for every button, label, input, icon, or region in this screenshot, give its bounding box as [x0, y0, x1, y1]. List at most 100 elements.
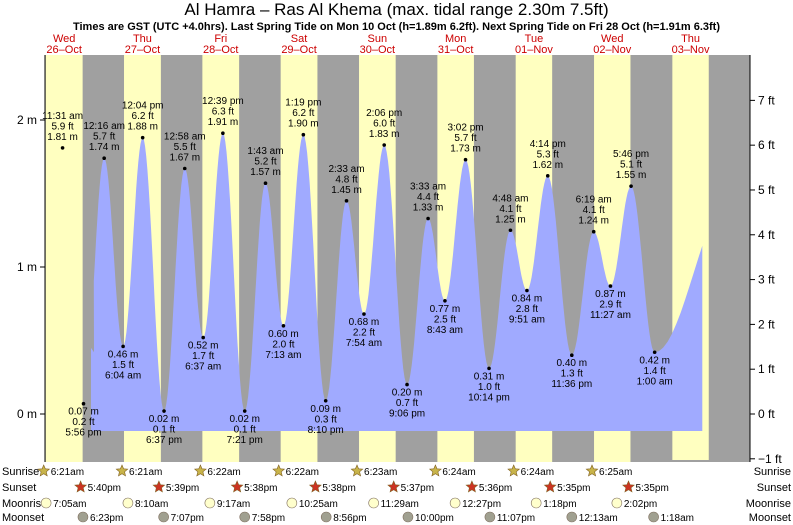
day-label-dow: Thu [133, 33, 152, 45]
high-tide-label: 1.24 m [578, 216, 609, 227]
tide-point [426, 216, 430, 221]
high-tide-label: 5.7 ft [93, 132, 115, 143]
sunrise-icon [115, 464, 129, 477]
sunset-time: 5:35pm [635, 483, 668, 494]
high-tide-label: 4.1 ft [583, 205, 605, 216]
tide-point [201, 335, 205, 340]
tide-point [81, 401, 86, 406]
moonset-icon [648, 511, 659, 523]
sunset-icon [465, 480, 479, 493]
high-tide-label: 4.1 ft [499, 204, 521, 215]
low-tide-label: 9:06 pm [389, 409, 425, 420]
low-tide-label: 0.02 m [229, 414, 260, 425]
day-label-dow: Mon [445, 33, 466, 45]
sunset-time: 5:38pm [322, 483, 355, 494]
high-tide-label: 1.33 m [413, 202, 444, 213]
right-axis-tick-label: 2 ft [758, 317, 775, 331]
tide-area-fill [91, 133, 703, 431]
right-axis-tick-label: 7 ft [758, 93, 775, 107]
moonrise-time: 2:02pm [624, 499, 657, 510]
high-tide-label: 4:48 am [492, 193, 528, 204]
day-label-dow: Sat [291, 33, 308, 45]
high-tide-label: 1.81 m [47, 132, 78, 143]
sunrise-time: 6:23am [364, 467, 397, 478]
low-tide-label: 0.07 m [68, 407, 99, 418]
right-axis-tick-label: −1 ft [758, 452, 782, 466]
day-label-date: 02–Nov [593, 44, 631, 56]
low-tide-label: 2.5 ft [434, 314, 456, 325]
day-label-dow: Sun [368, 33, 388, 45]
moonset-icon [320, 511, 332, 523]
sunset-time: 5:35pm [557, 483, 590, 494]
sunrise-icon [507, 464, 521, 477]
tide-point [221, 131, 225, 136]
astro-row-label-right: Moonset [749, 512, 791, 524]
tide-point [545, 174, 550, 178]
low-tide-label: 8:10 pm [308, 425, 344, 436]
day-label-dow: Tue [525, 33, 544, 45]
sunrise-time: 6:24am [521, 467, 554, 478]
tide-point [652, 350, 657, 355]
low-tide-label: 5:56 pm [65, 428, 101, 439]
low-tide-label: 0.60 m [268, 329, 299, 340]
high-tide-label: 1.67 m [169, 153, 200, 164]
tide-point [463, 157, 468, 162]
moonset-time: 8:56pm [333, 513, 366, 524]
moonrise-icon [122, 497, 134, 509]
low-tide-label: 6:37 am [185, 362, 221, 373]
sunset-icon [308, 480, 322, 493]
tide-point [140, 135, 145, 140]
low-tide-label: 7:21 pm [227, 435, 263, 446]
low-tide-label: 1.3 ft [561, 369, 583, 380]
low-tide-label: 0.02 m [149, 414, 180, 425]
high-tide-label: 3:02 pm [447, 123, 483, 134]
moonset-time: 12:13am [579, 513, 618, 524]
sunset-icon [152, 480, 166, 493]
moonrise-time: 12:27pm [462, 499, 501, 510]
high-tide-label: 5.1 ft [620, 160, 642, 171]
moonrise-time: 10:25am [299, 499, 338, 510]
sunset-icon [230, 480, 244, 493]
moonrise-time: 11:29am [381, 499, 419, 510]
sunset-time: 5:38pm [244, 483, 277, 494]
low-tide-label: 0.3 ft [315, 414, 337, 425]
moonset-icon [77, 511, 89, 523]
astro-row-label-left: Sunrise [2, 466, 39, 478]
low-tide-label: 0.09 m [310, 404, 341, 415]
sunrise-time: 6:22am [286, 467, 319, 478]
day-label-date: 03–Nov [672, 44, 710, 56]
tide-point [121, 344, 125, 349]
low-tide-label: 6:37 pm [146, 435, 182, 446]
tide-point [162, 409, 166, 413]
moonset-icon [484, 511, 496, 523]
high-tide-label: 1.62 m [532, 160, 563, 171]
sunrise-time: 6:25am [599, 467, 632, 478]
right-axis-tick-label: 6 ft [758, 138, 775, 152]
tide-point [242, 409, 247, 413]
high-tide-label: 1.91 m [208, 117, 239, 128]
moonrise-icon [530, 497, 542, 509]
high-tide-label: 1.25 m [495, 214, 526, 225]
tide-point [301, 132, 306, 137]
high-tide-label: 1.88 m [127, 122, 158, 133]
tide-point [281, 324, 286, 328]
chart-title: Al Hamra – Ras Al Khema (max. tidal rang… [184, 0, 609, 19]
day-label-dow: Thu [681, 33, 700, 45]
right-axis-tick-label: 1 ft [758, 362, 775, 376]
right-axis-tick-label: 5 ft [758, 183, 775, 197]
tide-labels: 11:31 am5.9 ft1.81 m 0.07 m0.2 ft5:56 pm 1… [42, 96, 673, 446]
moonset-time: 11:07pm [497, 513, 535, 524]
sunset-time: 5:39pm [166, 483, 199, 494]
day-label-date: 26–Oct [46, 44, 81, 56]
tide-point [60, 146, 65, 150]
sunrise-time: 6:24am [442, 467, 475, 478]
left-axis-tick-label: 0 m [17, 407, 37, 421]
sunset-time: 5:36pm [479, 483, 512, 494]
low-tide-label: 9:51 am [509, 315, 545, 326]
sunrise-icon [37, 464, 51, 477]
tide-point [182, 166, 187, 171]
high-tide-label: 12:58 am [164, 132, 206, 143]
tide-point [508, 228, 513, 233]
day-label-date: 30–Oct [360, 44, 395, 56]
high-tide-label: 5.3 ft [537, 149, 559, 160]
